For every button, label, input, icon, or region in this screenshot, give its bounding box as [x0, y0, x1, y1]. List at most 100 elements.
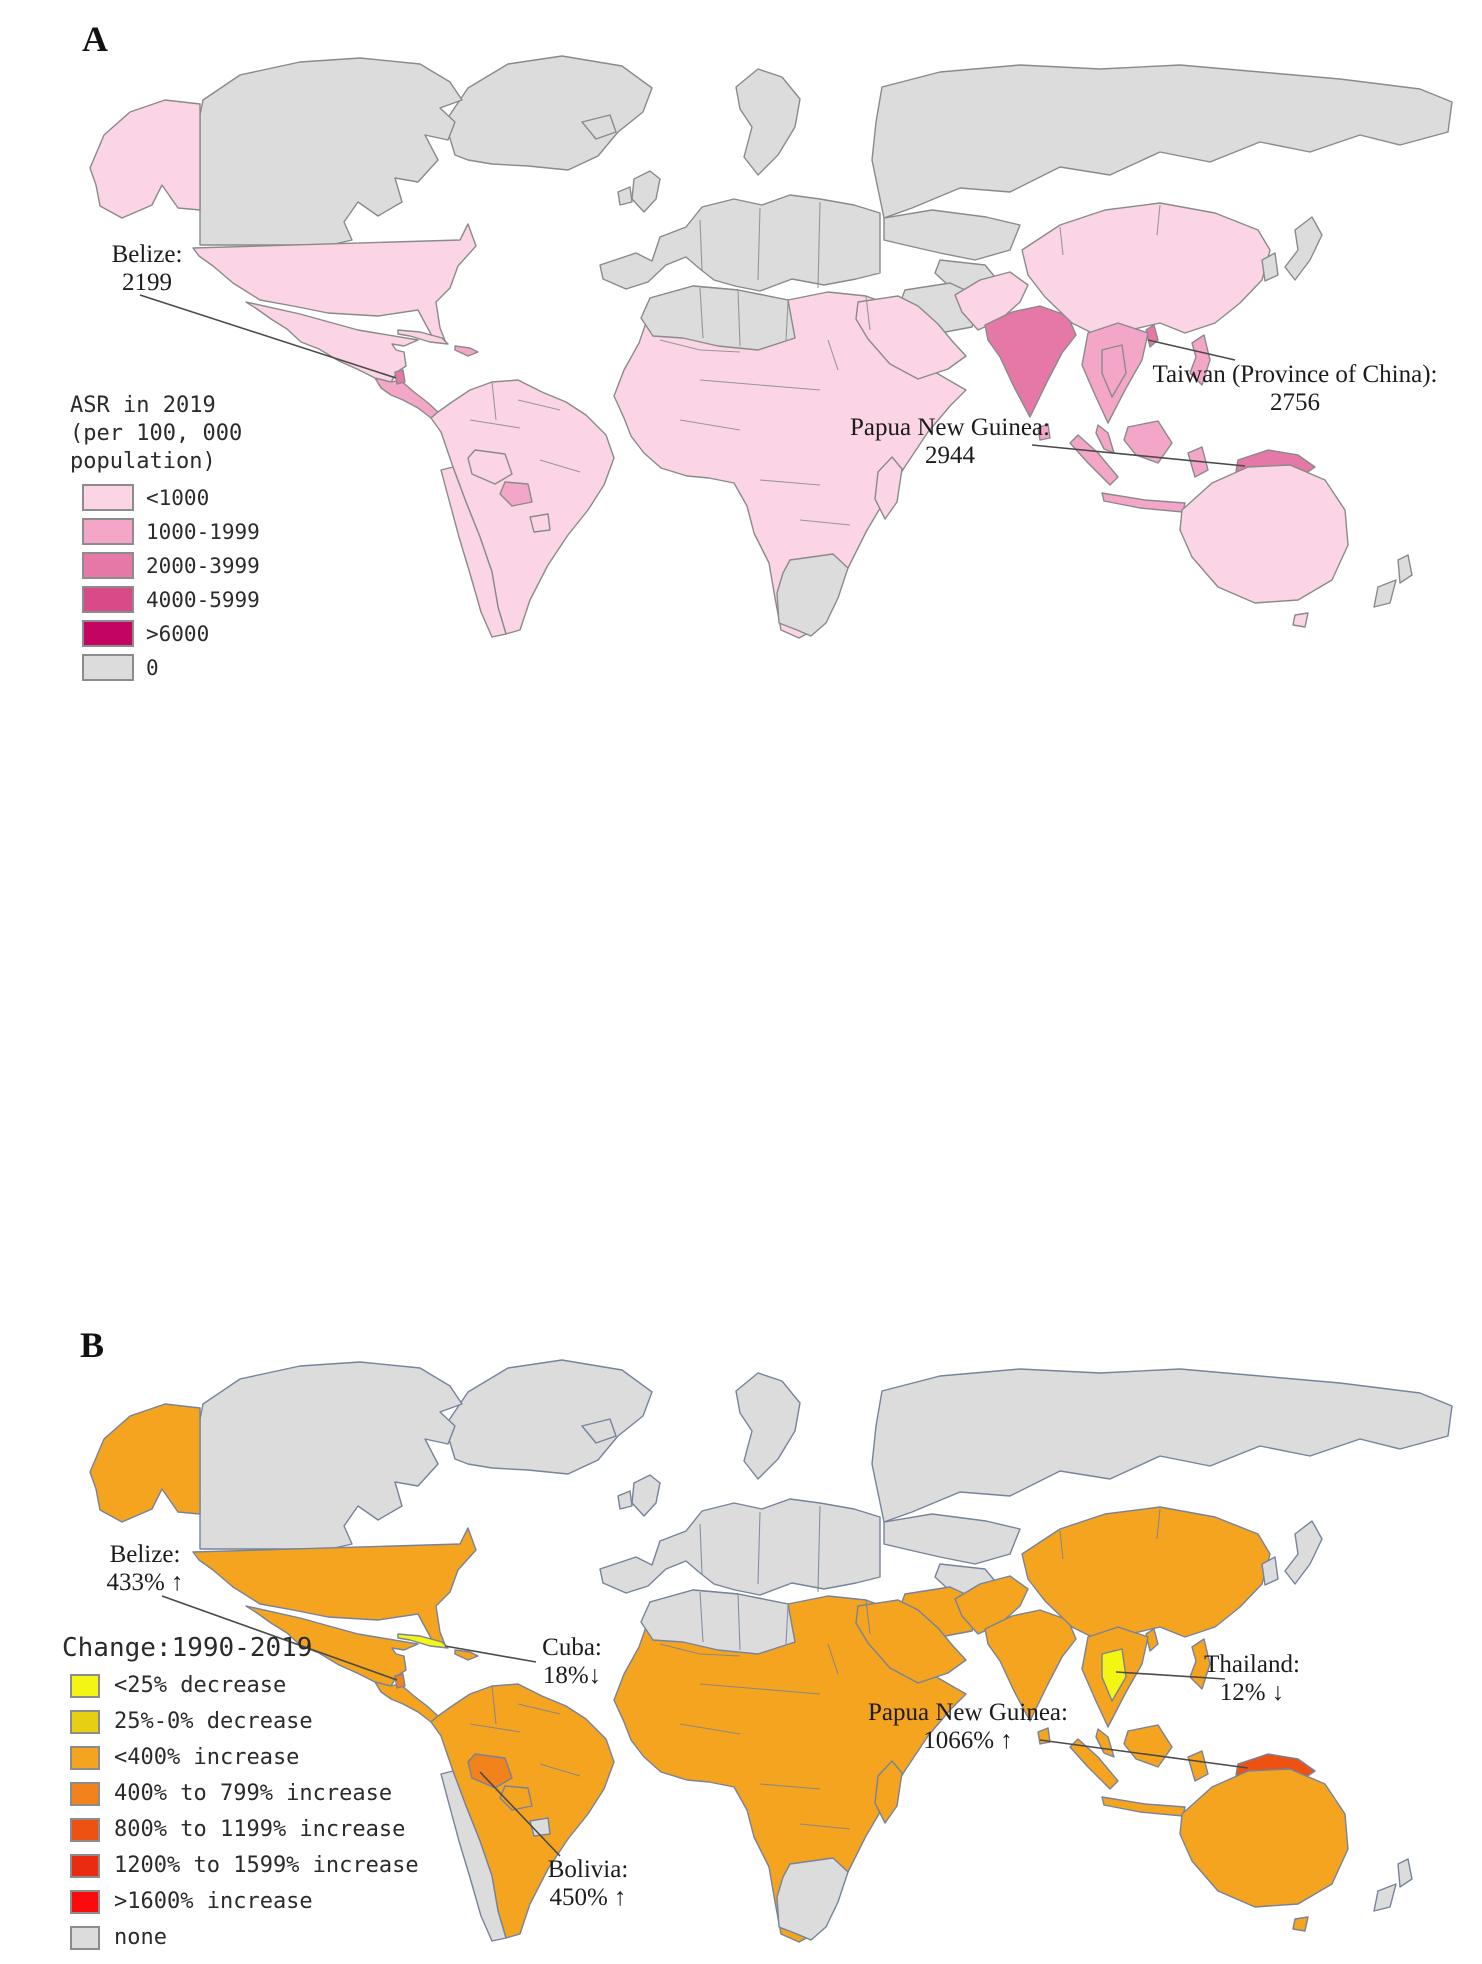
annotation-png-b-value: 1066% ↑: [923, 1727, 1013, 1754]
region-philippines: [1189, 334, 1211, 386]
region-new-zealand-north: [1397, 1858, 1413, 1888]
region-hispaniola: [454, 345, 479, 357]
world-map-shapes: [89, 55, 1453, 639]
region-china: [1021, 202, 1271, 338]
legend-item-label: 25%-0% decrease: [114, 1709, 313, 1735]
region-bolivia: [467, 449, 513, 485]
legend-item-label: 800% to 1199% increase: [114, 1817, 406, 1843]
region-borneo: [1123, 1724, 1173, 1768]
legend-item-label: <1000: [146, 485, 210, 510]
region-greenland: [444, 55, 653, 171]
region-middle-east: [855, 295, 967, 380]
legend-swatch: [70, 1781, 100, 1806]
legend-item: 4000-5999: [70, 586, 400, 614]
annotation-bolivia-value: 450% ↑: [549, 1884, 626, 1911]
annotation-taiwan-value: 2756: [1270, 389, 1320, 416]
legend-swatch: [82, 654, 134, 682]
legend-item-label: 1200% to 1599% increase: [114, 1853, 419, 1879]
panel-a: A: [0, 0, 1482, 682]
annotation-taiwan-name: Taiwan (Province of China):: [1153, 361, 1438, 388]
annotation-belize-value: 2199: [122, 269, 172, 296]
region-tasmania: [1292, 612, 1309, 628]
region-malay-peninsula: [1095, 1728, 1115, 1758]
region-sri-lanka: [1037, 423, 1051, 441]
leader-line-taiwan: [1147, 339, 1236, 361]
legend-item: none: [62, 1925, 422, 1950]
region-chile: [440, 466, 507, 638]
region-scandinavia: [735, 68, 801, 176]
region-borneo: [1123, 420, 1173, 464]
legend-item: 800% to 1199% increase: [62, 1817, 422, 1842]
legend-item-label: >6000: [146, 621, 210, 646]
region-russia: [871, 64, 1453, 219]
legend-item-label: 1000-1999: [146, 519, 260, 544]
legend-b-items: <25% decrease 25%-0% decrease <400% increa…: [62, 1673, 422, 1950]
legend-item: 400% to 799% increase: [62, 1781, 422, 1806]
region-belize: [394, 369, 406, 385]
legend-item: <1000: [70, 484, 400, 512]
region-uruguay: [529, 513, 551, 533]
legend-a-items: <1000 1000-1999 2000-3999 4000-5999 >6000 0: [70, 484, 400, 682]
annotation-belize-name: Belize:: [112, 241, 183, 268]
legend-item-label: 400% to 799% increase: [114, 1781, 393, 1807]
legend-item: 2000-3999: [70, 552, 400, 580]
legend-swatch: [70, 1925, 100, 1950]
legend-swatch: [82, 518, 134, 546]
region-australia: [1179, 1768, 1349, 1908]
legend-a-title-line1: ASR in 2019: [70, 393, 216, 418]
region-india: [984, 305, 1077, 418]
legend-item-label: >1600% increase: [114, 1889, 313, 1915]
region-australia: [1179, 464, 1349, 604]
region-ireland: [617, 1490, 633, 1510]
legend-swatch: [82, 620, 134, 648]
annotation-bolivia-name: Bolivia:: [548, 1856, 629, 1883]
legend-swatch: [70, 1673, 100, 1698]
region-madagascar: [874, 456, 903, 520]
legend-swatch: [82, 484, 134, 512]
panel-a-label: A: [82, 19, 108, 59]
panel-b: B: [0, 660, 1482, 1950]
leader-line-png: [1031, 444, 1246, 467]
region-kazakhstan: [883, 209, 1021, 261]
region-greenland: [444, 1359, 653, 1475]
legend-change-1990-2019: Change:1990-2019 <25% decrease 25%-0% dec…: [62, 1632, 422, 1961]
region-united-kingdom: [631, 1474, 661, 1517]
region-sulawesi: [1187, 1750, 1209, 1782]
legend-item: >1600% increase: [62, 1889, 422, 1914]
legend-item-label: none: [114, 1925, 167, 1951]
legend-swatch: [70, 1745, 100, 1770]
legend-item-label: <25% decrease: [114, 1673, 287, 1699]
region-southern-africa: [776, 1857, 849, 1941]
legend-swatch: [70, 1889, 100, 1914]
country-borders: [469, 201, 1161, 526]
legend-item-label: 4000-5999: [146, 587, 260, 612]
legend-item: 1000-1999: [70, 518, 400, 546]
annotation-thailand-name: Thailand:: [1204, 1651, 1300, 1678]
legend-swatch: [70, 1853, 100, 1878]
legend-item: >6000: [70, 620, 400, 648]
legend-item: <25% decrease: [62, 1673, 422, 1698]
region-paraguay: [499, 481, 533, 507]
leader-line-belize: [139, 294, 397, 379]
annotation-cuba-value: 18%↓: [543, 1662, 601, 1689]
legend-item: 25%-0% decrease: [62, 1709, 422, 1734]
region-japan: [1284, 216, 1323, 281]
region-europe: [599, 194, 881, 292]
region-alaska: [89, 99, 201, 219]
legend-item-label: 0: [146, 655, 159, 680]
region-japan: [1284, 1520, 1323, 1585]
region-ireland: [617, 186, 633, 206]
legend-item: <400% increase: [62, 1745, 422, 1770]
region-thailand: [1101, 344, 1127, 398]
region-canada: [199, 1361, 463, 1550]
panel-a-annotations: Belize: 2199 Taiwan (Province of China):…: [112, 241, 1438, 469]
legend-swatch: [82, 586, 134, 614]
region-new-zealand-south: [1373, 1883, 1397, 1912]
region-malay-peninsula: [1095, 424, 1115, 454]
annotation-png-value: 2944: [925, 442, 976, 469]
annotation-thailand-value: 12% ↓: [1220, 1679, 1285, 1706]
region-iceland: [581, 114, 617, 140]
legend-swatch: [70, 1709, 100, 1734]
region-alaska: [89, 1403, 201, 1523]
annotation-cuba-name: Cuba:: [542, 1634, 602, 1661]
